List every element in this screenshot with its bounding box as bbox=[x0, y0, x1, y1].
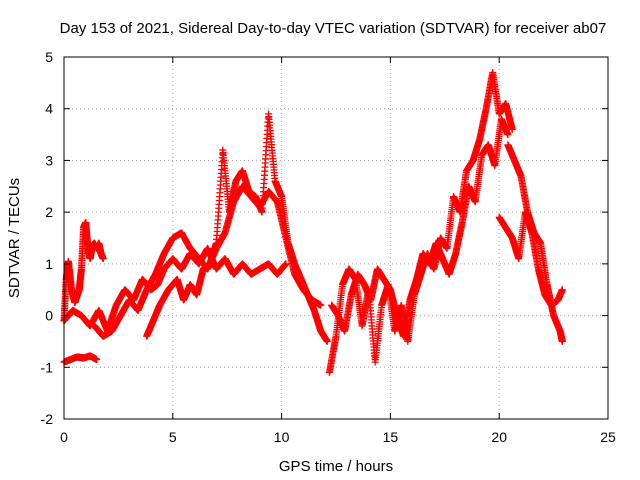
x-tick-label: 0 bbox=[60, 429, 68, 445]
data-point bbox=[504, 131, 512, 139]
data-point bbox=[93, 356, 101, 364]
x-tick-label: 25 bbox=[600, 429, 616, 445]
x-tick-label: 20 bbox=[491, 429, 507, 445]
data-point bbox=[317, 301, 325, 309]
y-tick-label: 4 bbox=[45, 101, 53, 117]
x-tick-label: 10 bbox=[274, 429, 290, 445]
y-tick-label: 1 bbox=[45, 256, 53, 272]
y-tick-label: 2 bbox=[45, 204, 53, 220]
plot-frame bbox=[63, 56, 609, 420]
data-point bbox=[99, 255, 107, 263]
y-tick-label: 0 bbox=[45, 308, 53, 324]
y-tick-label: -1 bbox=[41, 359, 54, 375]
chart-title: Day 153 of 2021, Sidereal Day-to-day VTE… bbox=[60, 20, 607, 37]
x-axis-title: GPS time / hours bbox=[279, 458, 393, 475]
x-tick-label: 5 bbox=[169, 429, 177, 445]
axis-ticks: 0 5 10 15 20 25 -2 -1 0 1 2 3 4 5 bbox=[41, 49, 616, 445]
y-axis-title: SDTVAR / TECUs bbox=[6, 178, 23, 298]
grid-lines bbox=[64, 57, 608, 419]
data-point bbox=[323, 337, 331, 345]
data-point bbox=[282, 260, 290, 268]
data-point bbox=[558, 286, 566, 294]
y-tick-label: 5 bbox=[45, 49, 53, 65]
data-points bbox=[60, 69, 566, 376]
y-tick-label: -2 bbox=[41, 411, 54, 427]
data-point bbox=[558, 337, 566, 345]
data-point bbox=[508, 125, 516, 133]
y-tick-label: 3 bbox=[45, 152, 53, 168]
x-tick-label: 15 bbox=[383, 429, 399, 445]
